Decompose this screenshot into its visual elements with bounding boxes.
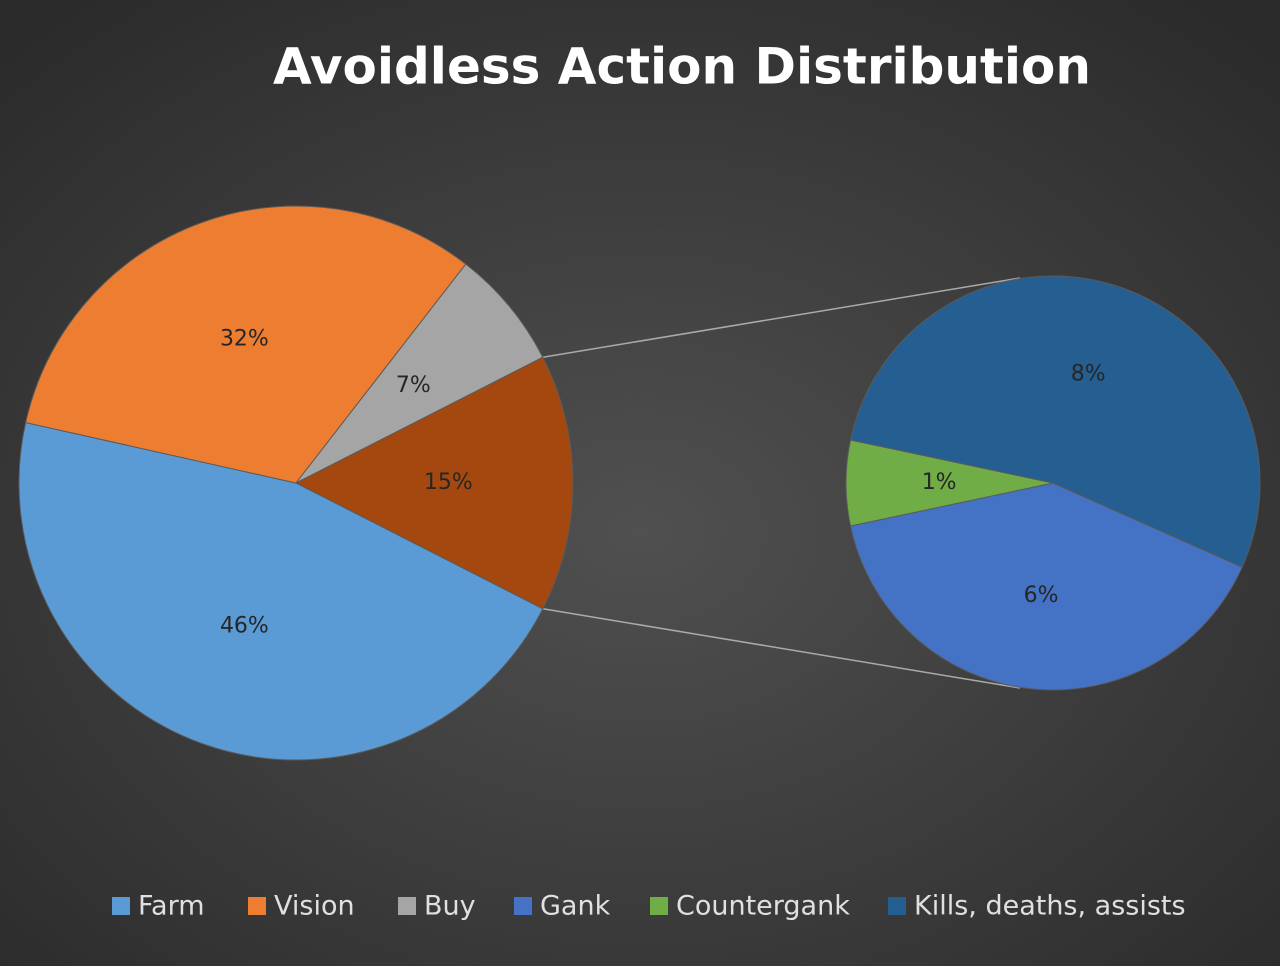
data-label: 8% bbox=[1071, 362, 1106, 387]
pie-slice bbox=[294, 356, 574, 610]
legend-swatch bbox=[888, 897, 906, 915]
pie-slice bbox=[849, 275, 1261, 568]
legend-label: Countergank bbox=[676, 891, 850, 922]
pie-slice bbox=[295, 263, 544, 484]
pie-slice bbox=[18, 421, 544, 761]
legend-label: Gank bbox=[540, 891, 611, 922]
legend-item: Gank bbox=[514, 891, 611, 922]
legend-label: Farm bbox=[138, 891, 205, 922]
pie-slice bbox=[25, 205, 467, 484]
legend-item: Vision bbox=[248, 891, 355, 922]
data-label: 46% bbox=[220, 613, 269, 638]
legend-swatch bbox=[514, 897, 532, 915]
legend-item: Buy bbox=[398, 891, 476, 922]
plot-area: 15% 46% 32% 7% 6% 1% 8% bbox=[18, 205, 1261, 761]
data-label: 32% bbox=[220, 327, 269, 352]
data-label: 7% bbox=[396, 373, 431, 398]
connector-line bbox=[542, 608, 1021, 689]
connector-line bbox=[542, 277, 1021, 358]
legend-item: Kills, deaths, assists bbox=[888, 891, 1186, 922]
legend-label: Vision bbox=[274, 891, 355, 922]
legend: Farm Vision Buy Gank Countergank Kills, death… bbox=[112, 891, 1186, 922]
chart-title: Avoidless Action Distribution bbox=[273, 38, 1091, 96]
legend-swatch bbox=[650, 897, 668, 915]
data-label: 6% bbox=[1024, 583, 1059, 608]
legend-swatch bbox=[398, 897, 416, 915]
legend-item: Countergank bbox=[650, 891, 850, 922]
legend-item: Farm bbox=[112, 891, 205, 922]
pie-slice bbox=[849, 482, 1243, 691]
data-label: 1% bbox=[922, 470, 957, 495]
legend-label: Kills, deaths, assists bbox=[914, 891, 1186, 922]
data-label: 15% bbox=[424, 470, 473, 495]
legend-swatch bbox=[112, 897, 130, 915]
legend-label: Buy bbox=[424, 891, 476, 922]
legend-swatch bbox=[248, 897, 266, 915]
